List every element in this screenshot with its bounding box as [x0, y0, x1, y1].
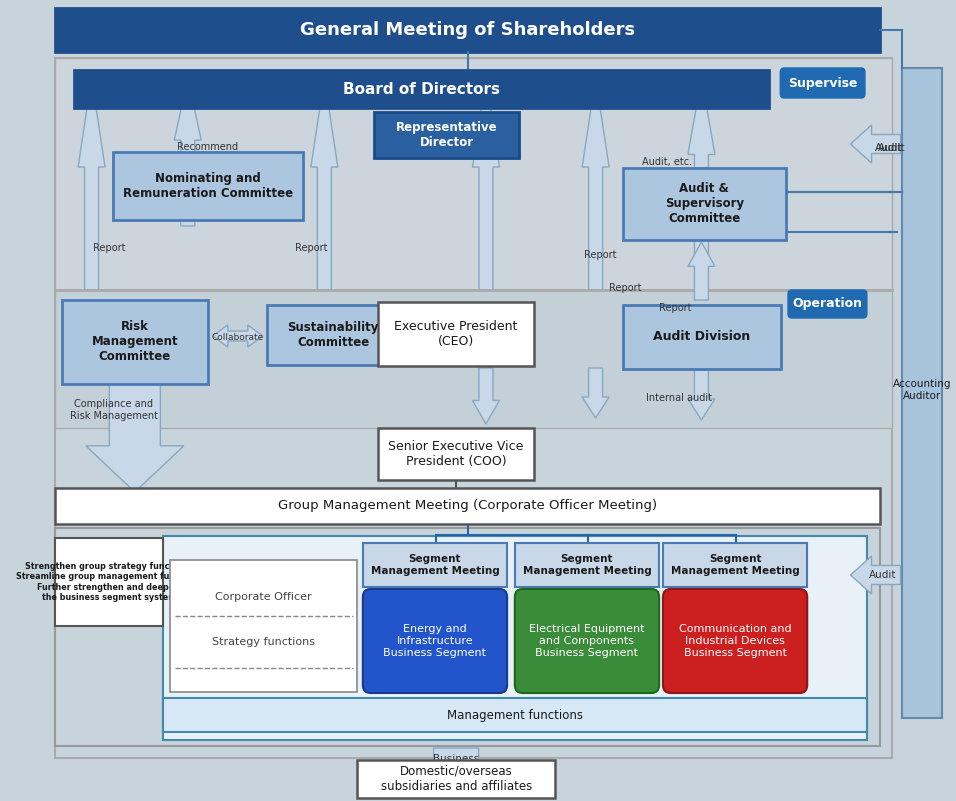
Polygon shape: [78, 78, 105, 290]
Bar: [379, 302, 534, 366]
Bar: [163, 698, 867, 732]
Bar: [902, 68, 942, 718]
Text: Report: Report: [584, 250, 617, 260]
Bar: [55, 538, 163, 626]
Bar: [379, 428, 534, 480]
Polygon shape: [174, 78, 201, 226]
FancyBboxPatch shape: [780, 68, 865, 98]
Bar: [663, 543, 807, 587]
Text: Group Management Meeting (Corporate Officer Meeting): Group Management Meeting (Corporate Offi…: [278, 500, 657, 513]
Text: Audit &
Supervisory
Committee: Audit & Supervisory Committee: [664, 183, 744, 226]
Bar: [55, 528, 880, 746]
Polygon shape: [582, 368, 609, 418]
Text: Report: Report: [609, 283, 641, 293]
Bar: [375, 112, 519, 158]
Text: Strategy functions: Strategy functions: [212, 637, 315, 647]
Text: Board of Directors: Board of Directors: [343, 82, 500, 96]
Bar: [55, 488, 880, 524]
Text: Senior Executive Vice
President (COO): Senior Executive Vice President (COO): [388, 440, 524, 468]
Polygon shape: [688, 370, 715, 420]
Polygon shape: [86, 382, 184, 492]
Text: Executive President
(CEO): Executive President (CEO): [395, 320, 518, 348]
Text: Audit: Audit: [878, 143, 905, 153]
Bar: [622, 168, 786, 240]
Bar: [75, 70, 769, 108]
Text: Report: Report: [295, 243, 328, 253]
Bar: [170, 560, 357, 692]
Text: Representative
Director: Representative Director: [396, 121, 497, 149]
Bar: [267, 305, 400, 365]
Bar: [622, 305, 781, 369]
Text: Accounting
Auditor: Accounting Auditor: [893, 379, 951, 400]
Bar: [357, 760, 555, 798]
Bar: [55, 8, 880, 52]
Bar: [62, 300, 208, 384]
Polygon shape: [472, 78, 499, 290]
Text: Energy and
Infrastructure
Business Segment: Energy and Infrastructure Business Segme…: [383, 625, 487, 658]
Text: Audit: Audit: [869, 570, 897, 580]
Text: Sustainability
Committee: Sustainability Committee: [288, 321, 379, 349]
Polygon shape: [472, 368, 499, 424]
Bar: [55, 58, 892, 758]
Text: Domestic/overseas
subsidiaries and affiliates: Domestic/overseas subsidiaries and affil…: [380, 765, 532, 793]
Text: Audit: Audit: [876, 143, 902, 153]
FancyBboxPatch shape: [363, 589, 507, 693]
Polygon shape: [311, 78, 337, 290]
Bar: [515, 543, 659, 587]
Polygon shape: [213, 325, 263, 347]
Text: General Meeting of Shareholders: General Meeting of Shareholders: [300, 21, 635, 39]
Text: Compliance and
Risk Management: Compliance and Risk Management: [70, 399, 158, 421]
Text: Corporate Officer: Corporate Officer: [215, 592, 312, 602]
Bar: [55, 290, 892, 428]
Text: Collaborate: Collaborate: [211, 332, 264, 341]
Text: Risk
Management
Committee: Risk Management Committee: [92, 320, 178, 364]
Text: Management functions: Management functions: [446, 709, 583, 722]
Text: Report: Report: [94, 243, 126, 253]
Text: Strengthen group strategy functions
Streamline group management functions
Furthe: Strengthen group strategy functions Stre…: [15, 562, 202, 602]
Text: Communication and
Industrial Devices
Business Segment: Communication and Industrial Devices Bus…: [679, 625, 792, 658]
Text: Business
management: Business management: [422, 755, 491, 776]
FancyBboxPatch shape: [788, 290, 867, 318]
Text: Segment
Management Meeting: Segment Management Meeting: [523, 554, 651, 576]
Text: Audit, etc.: Audit, etc.: [641, 157, 692, 167]
Text: Internal audit: Internal audit: [645, 393, 711, 403]
Polygon shape: [851, 556, 901, 594]
FancyBboxPatch shape: [515, 589, 659, 693]
Text: Audit Division: Audit Division: [653, 331, 750, 344]
Polygon shape: [688, 242, 715, 300]
Text: Nominating and
Remuneration Committee: Nominating and Remuneration Committee: [123, 172, 293, 200]
FancyBboxPatch shape: [663, 589, 807, 693]
Polygon shape: [688, 78, 715, 260]
Bar: [163, 536, 867, 740]
Text: Operation: Operation: [793, 297, 862, 311]
Text: Segment
Management Meeting: Segment Management Meeting: [671, 554, 799, 576]
Text: Electrical Equipment
and Components
Business Segment: Electrical Equipment and Components Busi…: [530, 625, 644, 658]
Bar: [113, 152, 303, 220]
Polygon shape: [851, 125, 901, 163]
Text: Recommend: Recommend: [178, 142, 239, 152]
Polygon shape: [582, 78, 609, 290]
Polygon shape: [413, 748, 499, 798]
Text: Supervise: Supervise: [788, 77, 858, 90]
Bar: [55, 58, 892, 290]
Bar: [363, 543, 507, 587]
Text: Segment
Management Meeting: Segment Management Meeting: [371, 554, 499, 576]
Text: Report: Report: [659, 303, 691, 313]
